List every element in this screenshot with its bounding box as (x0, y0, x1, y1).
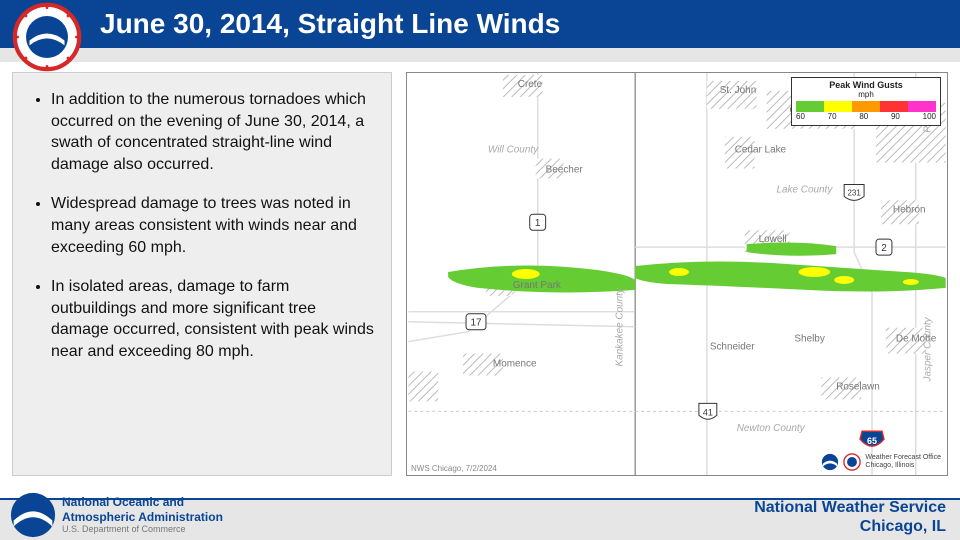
city-label: Lowell (759, 234, 787, 245)
footer: National Oceanic and Atmospheric Adminis… (0, 490, 960, 540)
svg-text:2: 2 (881, 243, 887, 254)
wind-map: 1 17 2 231 41 65 CreteSt. JohnCrown Poin… (407, 73, 947, 475)
county-label: Kankakee County (614, 287, 625, 366)
map-panel: 1 17 2 231 41 65 CreteSt. JohnCrown Poin… (406, 72, 948, 476)
city-label: Cedar Lake (735, 145, 787, 156)
svg-text:17: 17 (470, 318, 482, 329)
svg-text:231: 231 (847, 188, 861, 197)
legend-stop (880, 101, 908, 112)
map-legend: Peak Wind Gusts mph 60 70 80 90 100 (791, 77, 941, 126)
city-label: Momence (493, 359, 537, 370)
bullet-item: In isolated areas, damage to farm outbui… (51, 276, 377, 362)
map-credit: NWS Chicago, 7/2/2024 (411, 464, 497, 473)
city-label: Crete (518, 79, 543, 90)
city-label: Shelby (794, 334, 824, 345)
legend-stop (908, 101, 936, 112)
sub-header-bar (0, 48, 960, 62)
page-title: June 30, 2014, Straight Line Winds (100, 8, 560, 40)
city-label: Roselawn (836, 381, 880, 392)
city-label: Grant Park (513, 280, 561, 291)
noaa-mini-icon (821, 453, 839, 471)
header-bar: June 30, 2014, Straight Line Winds (0, 0, 960, 48)
legend-stop (824, 101, 852, 112)
route-231-shield: 231 (844, 184, 864, 200)
map-wfo-text: Weather Forecast Office Chicago, Illinoi… (865, 454, 941, 469)
footer-right-text: National Weather Service Chicago, IL (754, 499, 946, 536)
county-label: Will County (488, 145, 539, 156)
nws-mini-icon (843, 453, 861, 471)
footer-left-text: National Oceanic and Atmospheric Adminis… (62, 495, 223, 534)
legend-subtitle: mph (796, 90, 936, 99)
legend-title: Peak Wind Gusts (796, 80, 936, 90)
city-label: Beecher (546, 165, 584, 176)
route-65-shield: 65 (860, 431, 884, 446)
legend-stop (796, 101, 824, 112)
legend-gradient (796, 101, 936, 112)
bullet-item: Widespread damage to trees was noted in … (51, 193, 377, 258)
city-label: Hebron (893, 204, 926, 215)
city-label: St. John (720, 85, 756, 96)
bullet-list: In addition to the numerous tornadoes wh… (33, 89, 377, 363)
legend-ticks: 60 70 80 90 100 (796, 112, 936, 121)
map-wfo-badge: Weather Forecast Office Chicago, Illinoi… (821, 453, 941, 471)
legend-stop (852, 101, 880, 112)
route-41-shield: 41 (699, 403, 717, 419)
bullet-item: In addition to the numerous tornadoes wh… (51, 89, 377, 175)
route-2-shield: 2 (876, 239, 892, 255)
svg-text:1: 1 (535, 218, 541, 229)
bullet-panel: In addition to the numerous tornadoes wh… (12, 72, 392, 476)
svg-text:65: 65 (867, 436, 877, 446)
county-label: Lake County (777, 184, 834, 195)
city-label: Schneider (710, 342, 755, 353)
county-label: Jasper County (923, 316, 934, 382)
svg-text:41: 41 (703, 407, 713, 417)
content-area: In addition to the numerous tornadoes wh… (0, 62, 960, 476)
nws-logo-icon (12, 2, 82, 72)
noaa-logo-icon (10, 492, 56, 538)
route-17-shield: 17 (466, 314, 486, 330)
county-label: Newton County (737, 423, 806, 434)
route-1-shield: 1 (530, 214, 546, 230)
